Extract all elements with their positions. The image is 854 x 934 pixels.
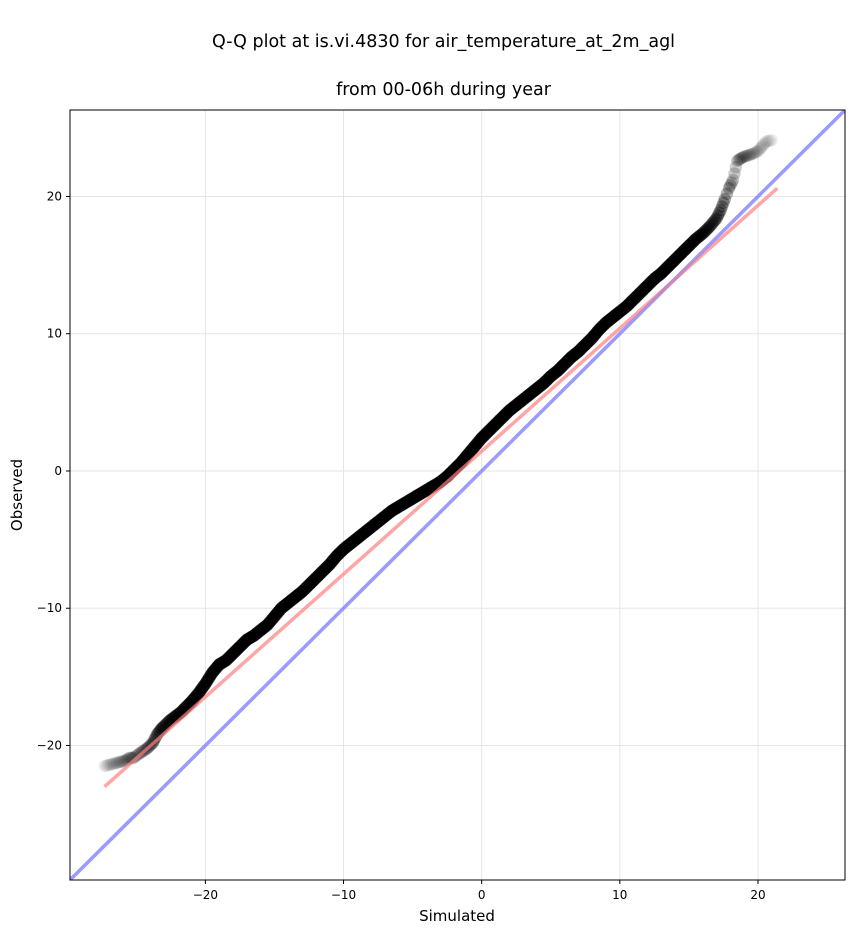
chart-title: Q-Q plot at is.vi.4830 for air_temperatu… <box>0 6 854 126</box>
quantile-point <box>107 757 121 770</box>
quantile-point <box>729 160 743 174</box>
quantile-point <box>717 196 730 210</box>
quantile-point <box>765 133 778 147</box>
quantile-point <box>755 141 768 154</box>
quantile-point <box>741 149 754 162</box>
quantile-point <box>129 750 142 763</box>
quantile-point <box>736 151 749 164</box>
quantile-point <box>718 193 732 206</box>
quantile-point <box>104 758 118 771</box>
y-tick-label: 0 <box>54 464 62 478</box>
quantile-point <box>99 759 113 772</box>
quantile-point <box>753 143 766 156</box>
quantile-point <box>746 147 759 161</box>
quantile-point <box>761 134 775 148</box>
plot-frame <box>69 109 846 881</box>
chart-title-line-2: from 00-06h during year <box>336 80 551 100</box>
x-axis-label: Simulated <box>419 907 495 925</box>
quantile-point <box>106 757 119 771</box>
axis-ticks: −20 −10 0 10 20 −20 −10 0 10 20 <box>37 189 766 902</box>
y-tick-label: 20 <box>47 189 62 203</box>
quantile-point <box>101 759 114 772</box>
quantile-point <box>744 148 757 161</box>
quantile-point <box>737 150 751 163</box>
quantile-point <box>715 200 729 213</box>
quantile-point <box>735 151 748 165</box>
quantile-point <box>733 152 747 166</box>
quantile-point <box>728 167 741 180</box>
quantile-point <box>724 179 737 192</box>
quantile-point <box>720 187 734 200</box>
quantile-point <box>115 755 129 768</box>
quantile-point <box>748 146 761 160</box>
quantile-point <box>109 756 122 770</box>
identity-line <box>70 110 845 880</box>
y-tick-label: −20 <box>37 738 62 752</box>
quantile-point <box>726 173 740 187</box>
x-tick-label: 10 <box>612 888 627 902</box>
quantile-point <box>713 206 726 220</box>
quantile-point <box>710 212 723 225</box>
quantile-point <box>705 218 718 231</box>
overlay-lines <box>70 110 845 880</box>
quantile-point <box>711 209 725 222</box>
y-axis-label: Observed <box>8 459 26 531</box>
quantile-point <box>714 203 727 217</box>
y-tick-label: −10 <box>37 601 62 615</box>
quantile-point <box>103 758 116 772</box>
regression-line <box>103 186 779 788</box>
grid <box>70 110 845 880</box>
quantile-point <box>127 751 140 765</box>
quantile-point <box>703 220 716 233</box>
quantile-point <box>98 759 111 773</box>
x-tick-label: 0 <box>478 888 486 902</box>
identity-line-overlay <box>70 110 845 880</box>
x-tick-label: −10 <box>331 888 356 902</box>
quantile-point <box>701 222 715 235</box>
quantile-point <box>756 139 770 152</box>
quantile-point <box>751 144 765 158</box>
quantile-point <box>749 145 763 159</box>
quantile-point <box>708 214 721 227</box>
quantile-point <box>111 756 124 769</box>
quantile-point <box>699 223 713 237</box>
quantile-point <box>742 148 756 162</box>
quantile-point <box>760 135 773 148</box>
quantile-point <box>112 756 126 769</box>
y-tick-label: 10 <box>47 327 62 341</box>
quantile-point <box>732 153 745 167</box>
quantile-point <box>758 137 771 150</box>
quantile-point <box>114 755 127 769</box>
reference-lines <box>70 110 845 880</box>
quantile-point <box>722 182 736 195</box>
quantile-points <box>98 133 778 773</box>
quantile-point <box>117 754 130 768</box>
x-tick-label: 20 <box>750 888 765 902</box>
quantile-point <box>725 176 738 189</box>
chart-title-line-1: Q-Q plot at is.vi.4830 for air_temperatu… <box>211 32 676 52</box>
quantile-point <box>731 154 744 167</box>
quantile-point <box>706 216 720 229</box>
x-tick-label: −20 <box>193 888 218 902</box>
quantile-point <box>739 149 753 163</box>
quantile-point <box>763 134 777 147</box>
